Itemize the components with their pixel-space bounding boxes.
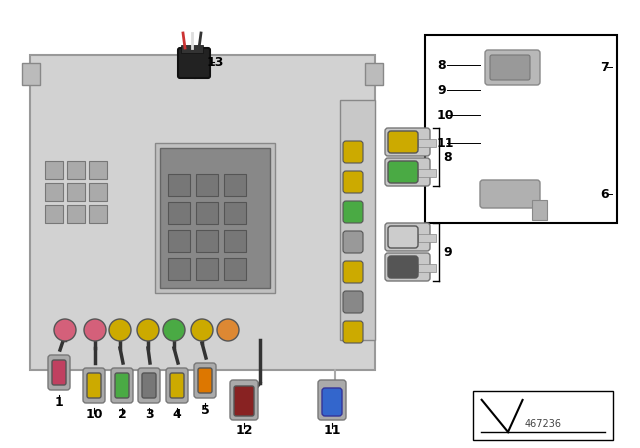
FancyBboxPatch shape xyxy=(385,253,430,281)
Bar xyxy=(67,161,85,179)
Bar xyxy=(160,148,270,288)
FancyBboxPatch shape xyxy=(142,373,156,398)
FancyBboxPatch shape xyxy=(198,368,212,393)
Circle shape xyxy=(84,319,106,341)
Bar xyxy=(181,45,203,53)
Bar xyxy=(155,143,275,293)
Text: 7: 7 xyxy=(600,60,609,73)
Bar xyxy=(418,264,436,272)
FancyBboxPatch shape xyxy=(322,388,342,416)
FancyBboxPatch shape xyxy=(343,261,363,283)
Bar xyxy=(365,63,383,85)
Bar xyxy=(196,230,218,252)
FancyBboxPatch shape xyxy=(343,141,363,163)
FancyBboxPatch shape xyxy=(166,368,188,403)
Bar xyxy=(425,35,617,223)
Circle shape xyxy=(109,319,131,341)
FancyBboxPatch shape xyxy=(343,231,363,253)
FancyBboxPatch shape xyxy=(490,55,530,80)
Text: 3: 3 xyxy=(145,409,154,422)
Text: 11: 11 xyxy=(437,137,454,150)
Circle shape xyxy=(163,319,185,341)
Bar xyxy=(196,202,218,224)
FancyBboxPatch shape xyxy=(343,171,363,193)
FancyBboxPatch shape xyxy=(385,128,430,156)
Bar xyxy=(45,183,63,201)
Bar xyxy=(168,230,190,252)
FancyBboxPatch shape xyxy=(388,131,418,153)
Text: 6: 6 xyxy=(600,188,609,201)
Text: 13: 13 xyxy=(206,56,224,69)
Bar xyxy=(45,161,63,179)
FancyBboxPatch shape xyxy=(138,368,160,403)
Text: 5: 5 xyxy=(200,404,209,417)
Bar xyxy=(224,258,246,280)
Bar xyxy=(45,205,63,223)
Bar xyxy=(30,55,375,370)
FancyBboxPatch shape xyxy=(230,380,258,420)
Bar xyxy=(224,230,246,252)
Bar xyxy=(224,174,246,196)
FancyBboxPatch shape xyxy=(87,373,101,398)
Bar xyxy=(196,258,218,280)
Text: 1: 1 xyxy=(54,396,63,409)
FancyBboxPatch shape xyxy=(178,48,210,78)
FancyBboxPatch shape xyxy=(52,360,66,385)
Bar xyxy=(196,174,218,196)
Bar xyxy=(418,234,436,242)
FancyBboxPatch shape xyxy=(111,368,133,403)
Circle shape xyxy=(54,319,76,341)
Bar xyxy=(224,202,246,224)
FancyBboxPatch shape xyxy=(385,223,430,251)
Text: 2: 2 xyxy=(118,409,126,422)
FancyBboxPatch shape xyxy=(343,291,363,313)
FancyBboxPatch shape xyxy=(234,386,254,416)
Bar xyxy=(532,200,547,220)
Bar xyxy=(168,258,190,280)
Text: 9: 9 xyxy=(443,246,452,258)
FancyBboxPatch shape xyxy=(194,363,216,398)
Text: 10: 10 xyxy=(85,409,103,422)
Text: 9: 9 xyxy=(437,83,445,96)
Bar xyxy=(473,391,613,440)
FancyBboxPatch shape xyxy=(485,50,540,85)
Bar xyxy=(67,183,85,201)
Bar xyxy=(22,63,40,85)
Bar xyxy=(89,205,107,223)
FancyBboxPatch shape xyxy=(170,373,184,398)
Text: 4: 4 xyxy=(173,409,181,422)
FancyBboxPatch shape xyxy=(83,368,105,403)
FancyBboxPatch shape xyxy=(115,373,129,398)
Text: 11: 11 xyxy=(323,423,340,436)
Bar xyxy=(168,174,190,196)
Circle shape xyxy=(191,319,213,341)
Bar xyxy=(168,202,190,224)
Text: 8: 8 xyxy=(443,151,452,164)
Circle shape xyxy=(137,319,159,341)
Bar xyxy=(89,183,107,201)
FancyBboxPatch shape xyxy=(480,180,540,208)
FancyBboxPatch shape xyxy=(385,158,430,186)
FancyBboxPatch shape xyxy=(48,355,70,390)
FancyBboxPatch shape xyxy=(343,201,363,223)
Bar xyxy=(67,205,85,223)
Bar xyxy=(340,100,375,340)
Circle shape xyxy=(217,319,239,341)
Text: 10: 10 xyxy=(437,108,454,121)
FancyBboxPatch shape xyxy=(388,226,418,248)
Bar xyxy=(418,139,436,147)
Bar xyxy=(89,161,107,179)
Bar xyxy=(418,169,436,177)
FancyBboxPatch shape xyxy=(343,321,363,343)
FancyBboxPatch shape xyxy=(318,380,346,420)
Text: 12: 12 xyxy=(236,423,253,436)
Text: 8: 8 xyxy=(437,59,445,72)
Text: 467236: 467236 xyxy=(525,419,561,429)
FancyBboxPatch shape xyxy=(388,161,418,183)
FancyBboxPatch shape xyxy=(388,256,418,278)
